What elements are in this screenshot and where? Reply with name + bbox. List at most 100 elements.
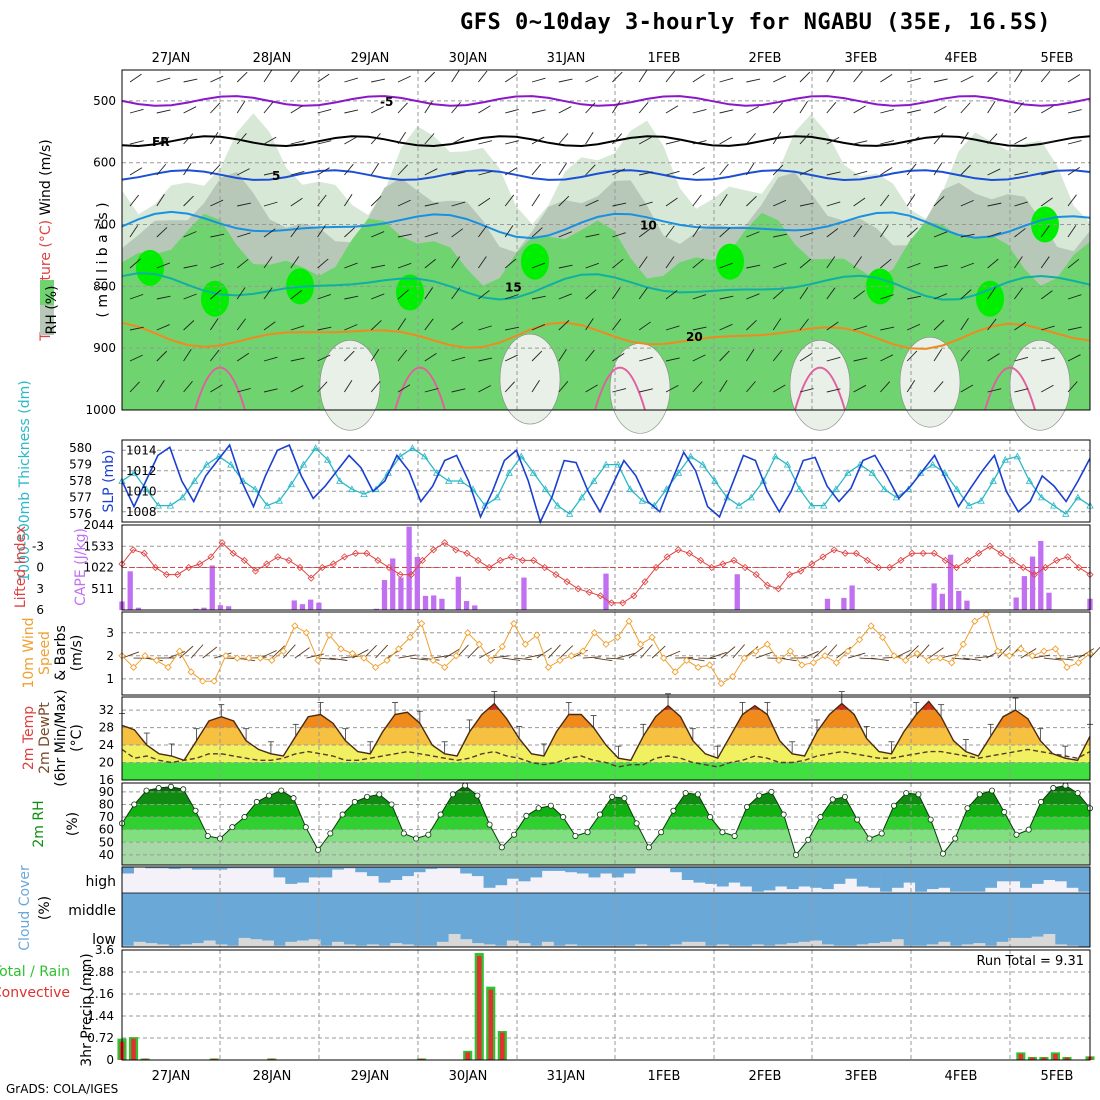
lifted-index-point (774, 585, 783, 593)
wind-barb (183, 320, 195, 331)
wind10m-speed-point (844, 647, 852, 655)
wind-barb (156, 109, 171, 114)
rh2m-point (217, 835, 224, 842)
rh2m-point (1050, 785, 1057, 792)
rh2m-point (155, 785, 162, 792)
wind-barb (799, 318, 809, 331)
wind-barb (531, 323, 546, 331)
lifted-index-point (641, 578, 649, 586)
cloud-low-bar (226, 945, 239, 947)
run-total-label: Run Total = 9.31 (976, 954, 1084, 969)
upper-air-ytick: 900 (93, 341, 116, 355)
wind-barb (665, 197, 678, 207)
lifted-index-point (385, 563, 393, 572)
lifted-index-point (697, 556, 705, 564)
wind-barb (960, 75, 974, 83)
rh2m-fill-band (122, 804, 1090, 818)
wind-barb (719, 163, 729, 176)
cape-axis-label: CAPE (J/kg) (73, 528, 89, 606)
wind-barb (799, 287, 809, 300)
wind-barb (1067, 326, 1082, 331)
wind-barb (1040, 384, 1054, 393)
cloud-low-bar (343, 944, 356, 947)
cloud-high-bar (845, 867, 858, 879)
wind-barb (478, 225, 488, 238)
wind-barb (317, 194, 327, 207)
wind-barb (237, 202, 251, 207)
wind-barb (290, 256, 300, 269)
lifted-index-point (518, 556, 527, 564)
wind-barb (585, 262, 599, 269)
lifted-index-point (530, 556, 538, 564)
wind10m-speed-point (901, 656, 910, 665)
wind-barb (1041, 325, 1055, 331)
cloud-low-bar (763, 945, 776, 947)
rh2m-point (988, 787, 995, 794)
wind-barb (907, 109, 921, 114)
wind-barb (263, 101, 274, 114)
cloud-high-bar (740, 867, 753, 887)
lifted-index-point (585, 588, 593, 596)
thickness-point (541, 485, 550, 493)
wind10m-speed-point (245, 654, 253, 662)
rh2m-point (266, 792, 273, 799)
wind-barb (317, 167, 330, 176)
thickness-point (602, 460, 610, 468)
rh2m-axis-label: 2m RH (31, 800, 47, 847)
lifted-index-point (285, 556, 293, 564)
wind-barb (1014, 356, 1029, 362)
wind-barb (451, 321, 464, 331)
cloud-high-bar (751, 867, 764, 892)
cloud-low-bar (425, 945, 438, 947)
wind-barb (638, 321, 651, 331)
rh2m-point (1074, 790, 1081, 797)
wind-barb (826, 287, 836, 300)
cloud-high-bar (390, 867, 403, 880)
lifted-index-ytick: 6 (36, 603, 44, 617)
cloud-axis-label: Cloud Cover (17, 865, 33, 951)
wind10m-barb (617, 652, 635, 659)
wind-barb (746, 381, 756, 393)
wind-barb (639, 356, 653, 362)
lifted-index-point (140, 549, 148, 557)
cloud-low-bar (553, 945, 566, 947)
isotherm-warm-core (594, 366, 646, 411)
date-label-top: 31JAN (547, 51, 586, 66)
lifted-index-point (318, 563, 326, 572)
wind-barb (987, 353, 1000, 362)
lifted-index-point (596, 592, 605, 600)
rh2m-point (290, 795, 297, 802)
wind-barb (424, 352, 437, 362)
thickness-point (868, 468, 876, 476)
isotherm-line (121, 210, 1091, 240)
rh2m-point (572, 832, 579, 839)
rh2m-point (229, 824, 236, 831)
wind-barb (665, 170, 680, 176)
cloud-low-bar (413, 945, 426, 947)
precip-convective-bar (1064, 1057, 1070, 1060)
cloud-low-bar (541, 941, 554, 947)
lifted-index-point (619, 599, 627, 607)
cape-bar (422, 595, 429, 610)
wind-barb (1041, 170, 1055, 176)
wind-barb (344, 194, 353, 207)
wind-barb (933, 78, 948, 83)
cloud-high-bar (320, 867, 333, 878)
wind-barb (746, 319, 757, 331)
wind10m-speed-point (1063, 663, 1071, 671)
wind-barb (290, 325, 305, 331)
wind-barb (880, 109, 895, 114)
temp2m-axis-label-line: 2m Temp (21, 706, 37, 770)
cloud-low-bar (331, 941, 344, 947)
wind-barb (933, 319, 945, 331)
wind10m-speed-point (302, 629, 311, 637)
cloud-low-bar (471, 943, 484, 947)
rh2m-point (192, 807, 199, 814)
wind-barb (612, 133, 623, 145)
rh2m-point (878, 830, 885, 837)
wind10m-speed-point (1051, 645, 1060, 653)
cloud-low-bar (565, 944, 578, 947)
wind-barb (692, 140, 707, 145)
wind-barb (156, 350, 168, 362)
thickness-point (626, 485, 634, 493)
